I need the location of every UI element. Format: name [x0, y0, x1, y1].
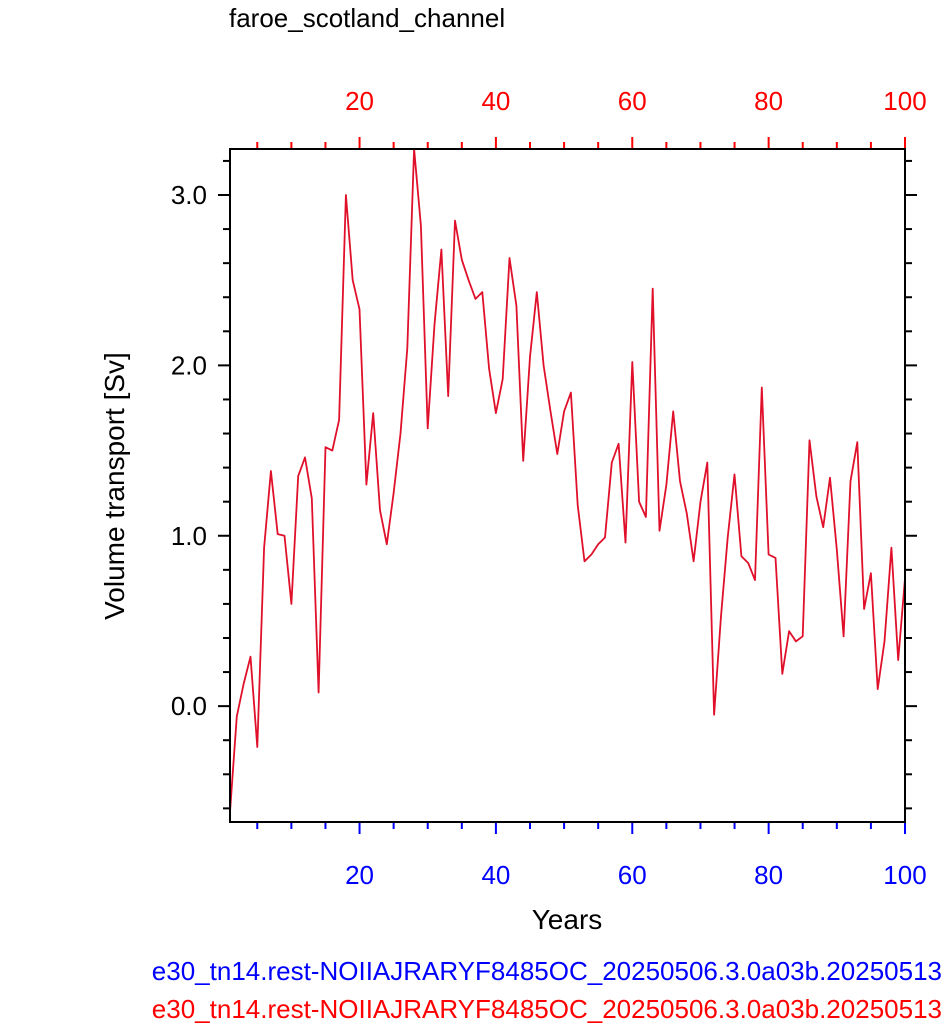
bottom-tick-label: 100 — [883, 860, 926, 890]
bottom-axis-ticks — [256, 822, 906, 834]
top-axis-tick-labels: 20 40 60 80 100 — [345, 86, 927, 116]
chart-title: faroe_scotland_channel — [229, 3, 505, 33]
case-label-red: e30_tn14.rest-NOIIAJRARYF8485OC_20250506… — [152, 994, 942, 1024]
plot-frame — [229, 148, 906, 823]
x-axis-label: Years — [532, 904, 603, 935]
y-tick-label: 2.0 — [171, 350, 207, 380]
case-label-blue: e30_tn14.rest-NOIIAJRARYF8485OC_20250506… — [152, 956, 942, 986]
bottom-tick-label: 80 — [754, 860, 783, 890]
top-tick-label: 60 — [618, 86, 647, 116]
bottom-tick-label: 40 — [481, 860, 510, 890]
bottom-tick-label: 60 — [618, 860, 647, 890]
bottom-axis-tick-labels: 20 40 60 80 100 — [345, 860, 927, 890]
right-axis-ticks — [905, 159, 917, 810]
top-tick-label: 80 — [754, 86, 783, 116]
top-tick-label: 100 — [883, 86, 926, 116]
left-axis-ticks — [218, 159, 230, 810]
top-axis-ticks — [256, 137, 906, 149]
y-axis-label: Volume transport [Sv] — [99, 352, 130, 620]
top-tick-label: 40 — [481, 86, 510, 116]
y-tick-label: 1.0 — [171, 521, 207, 551]
y-tick-label: 0.0 — [171, 691, 207, 721]
series-layer — [229, 148, 906, 812]
series-line — [229, 148, 906, 812]
top-tick-label: 20 — [345, 86, 374, 116]
y-axis-tick-labels: 0.0 1.0 2.0 3.0 — [171, 180, 207, 721]
bottom-tick-label: 20 — [345, 860, 374, 890]
y-tick-label: 3.0 — [171, 180, 207, 210]
